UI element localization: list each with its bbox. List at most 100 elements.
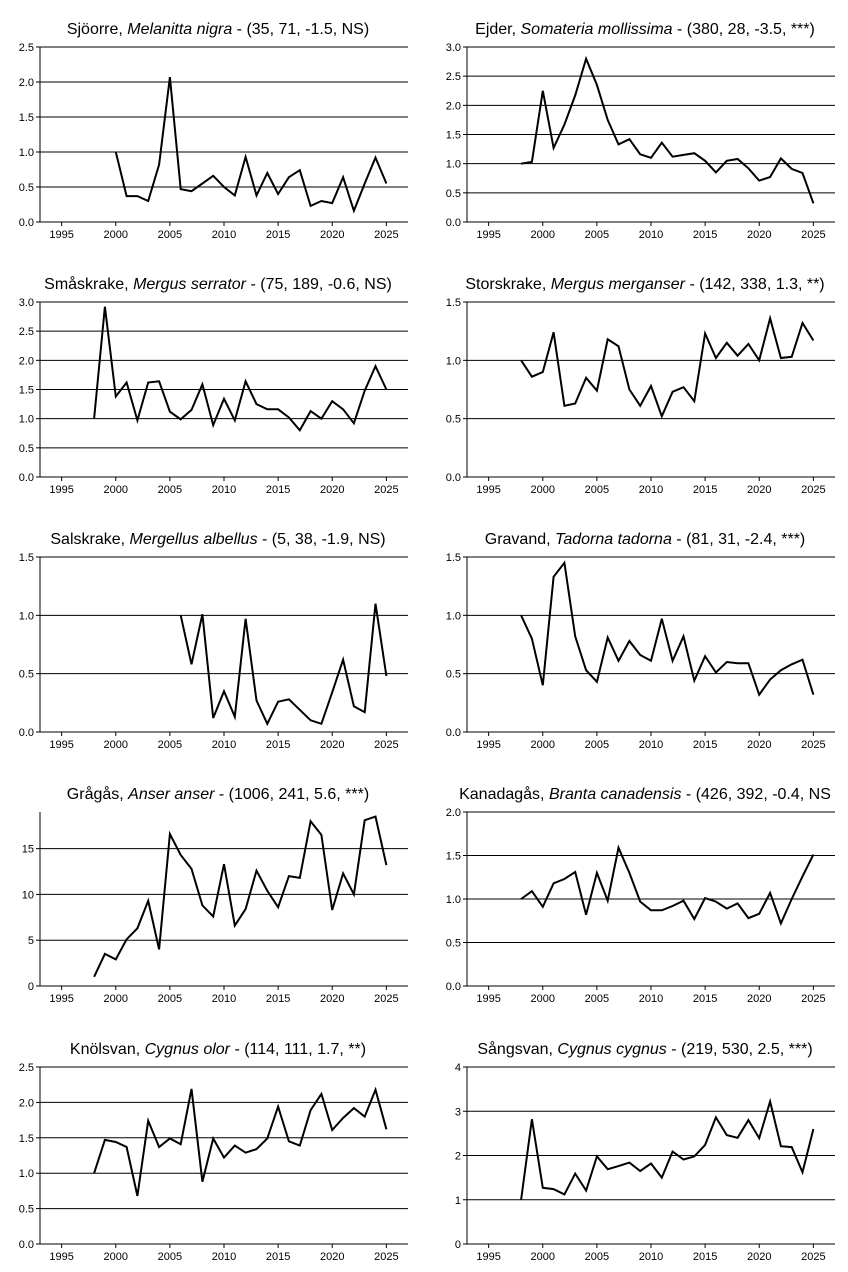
data-point <box>737 1137 739 1139</box>
data-point <box>574 403 576 405</box>
x-tick-label: 1995 <box>476 1251 500 1263</box>
y-tick-label: 1.5 <box>19 1133 34 1145</box>
data-point <box>212 175 214 177</box>
y-tick-label: 1.0 <box>19 147 34 159</box>
y-tick-label: 1.5 <box>446 851 461 863</box>
data-point <box>639 1170 641 1172</box>
y-tick-label: 1.0 <box>446 610 461 622</box>
x-tick-label: 2015 <box>266 993 290 1005</box>
x-tick-label: 2025 <box>374 484 398 496</box>
title-stats: - (426, 392, -0.4, NS <box>681 786 830 803</box>
data-point <box>650 660 652 662</box>
x-tick-label: 2010 <box>212 993 236 1005</box>
series-line <box>93 306 388 433</box>
data-point <box>169 833 171 835</box>
data-point <box>385 183 387 185</box>
title-stats: - (75, 189, -0.6, NS) <box>246 276 392 293</box>
data-point <box>693 680 695 682</box>
data-point <box>693 400 695 402</box>
data-point <box>726 1134 728 1136</box>
data-point <box>682 1158 684 1160</box>
data-point <box>747 343 749 345</box>
data-point <box>802 322 804 324</box>
data-point <box>375 157 377 159</box>
data-point <box>780 669 782 671</box>
y-tick-label: 0.5 <box>19 669 34 681</box>
y-tick-label: 2.0 <box>446 100 461 112</box>
y-tick-label: 2.0 <box>19 77 34 89</box>
chart-title: Ejder, Somateria mollissima - (380, 28, … <box>475 21 815 38</box>
x-tick-label: 2005 <box>585 1251 609 1263</box>
data-point <box>758 913 760 915</box>
data-point <box>682 900 684 902</box>
y-tick-label: 2 <box>455 1151 461 1163</box>
y-tick-label: 1.5 <box>19 385 34 397</box>
series-line <box>114 76 388 214</box>
data-point <box>115 151 117 153</box>
title-common-name: Grågås, <box>67 785 128 803</box>
data-point <box>628 138 630 140</box>
y-tick-label: 0.5 <box>19 182 34 194</box>
x-tick-label: 2010 <box>639 484 663 496</box>
data-point <box>115 1141 117 1143</box>
data-point <box>650 385 652 387</box>
data-point <box>299 1145 301 1147</box>
data-point <box>693 1155 695 1157</box>
data-point <box>191 190 193 192</box>
x-tick-label: 1995 <box>49 993 73 1005</box>
y-tick-label: 1.0 <box>19 610 34 622</box>
data-point <box>520 1199 522 1201</box>
data-point <box>310 205 312 207</box>
data-point <box>234 1145 236 1147</box>
data-point <box>607 1168 609 1170</box>
chart-panel-8: Knölsvan, Cygnus olor - (114, 111, 1.7, … <box>19 1041 408 1263</box>
data-point <box>126 382 128 384</box>
data-point <box>607 338 609 340</box>
y-tick-label: 0.5 <box>446 188 461 200</box>
data-point <box>726 342 728 344</box>
y-tick-label: 0 <box>28 981 34 993</box>
data-point <box>147 900 149 902</box>
data-point <box>737 355 739 357</box>
data-point <box>639 153 641 155</box>
data-point <box>234 925 236 927</box>
x-tick-label: 2000 <box>531 484 555 496</box>
data-point <box>596 84 598 86</box>
y-tick-label: 0.0 <box>446 472 461 484</box>
title-latin-name: Mergellus albellus <box>130 531 258 548</box>
title-latin-name: Melanitta nigra <box>127 21 232 38</box>
x-tick-label: 2020 <box>747 993 771 1005</box>
x-tick-label: 2010 <box>639 229 663 241</box>
data-point <box>147 382 149 384</box>
data-point <box>115 958 117 960</box>
data-point <box>780 1145 782 1147</box>
data-point <box>585 914 587 916</box>
chart-panel-2: Småskrake, Mergus serrator - (75, 189, -… <box>19 275 408 496</box>
x-tick-label: 2010 <box>212 484 236 496</box>
title-latin-name: Cygnus cygnus <box>557 1041 666 1058</box>
y-tick-label: 1.5 <box>446 552 461 564</box>
data-point <box>802 875 804 877</box>
data-point <box>299 429 301 431</box>
data-point <box>596 681 598 683</box>
x-tick-label: 2010 <box>639 1251 663 1263</box>
data-point <box>353 1107 355 1109</box>
data-point <box>158 948 160 950</box>
data-point <box>520 614 522 616</box>
title-latin-name: Mergus serrator <box>133 276 247 293</box>
data-point <box>169 411 171 413</box>
data-point <box>542 684 544 686</box>
data-point <box>331 691 333 693</box>
title-common-name: Sångsvan, <box>477 1040 557 1058</box>
data-point <box>212 424 214 426</box>
chart-panel-5: Gravand, Tadorna tadorna - (81, 31, -2.4… <box>446 531 835 751</box>
title-latin-name: Branta canadensis <box>549 786 682 803</box>
x-tick-label: 1995 <box>476 739 500 751</box>
y-tick-label: 0.0 <box>446 981 461 993</box>
x-tick-label: 2010 <box>639 993 663 1005</box>
data-point <box>682 154 684 156</box>
data-point <box>266 890 268 892</box>
x-tick-label: 2000 <box>531 739 555 751</box>
x-tick-label: 2015 <box>266 739 290 751</box>
data-point <box>704 1144 706 1146</box>
